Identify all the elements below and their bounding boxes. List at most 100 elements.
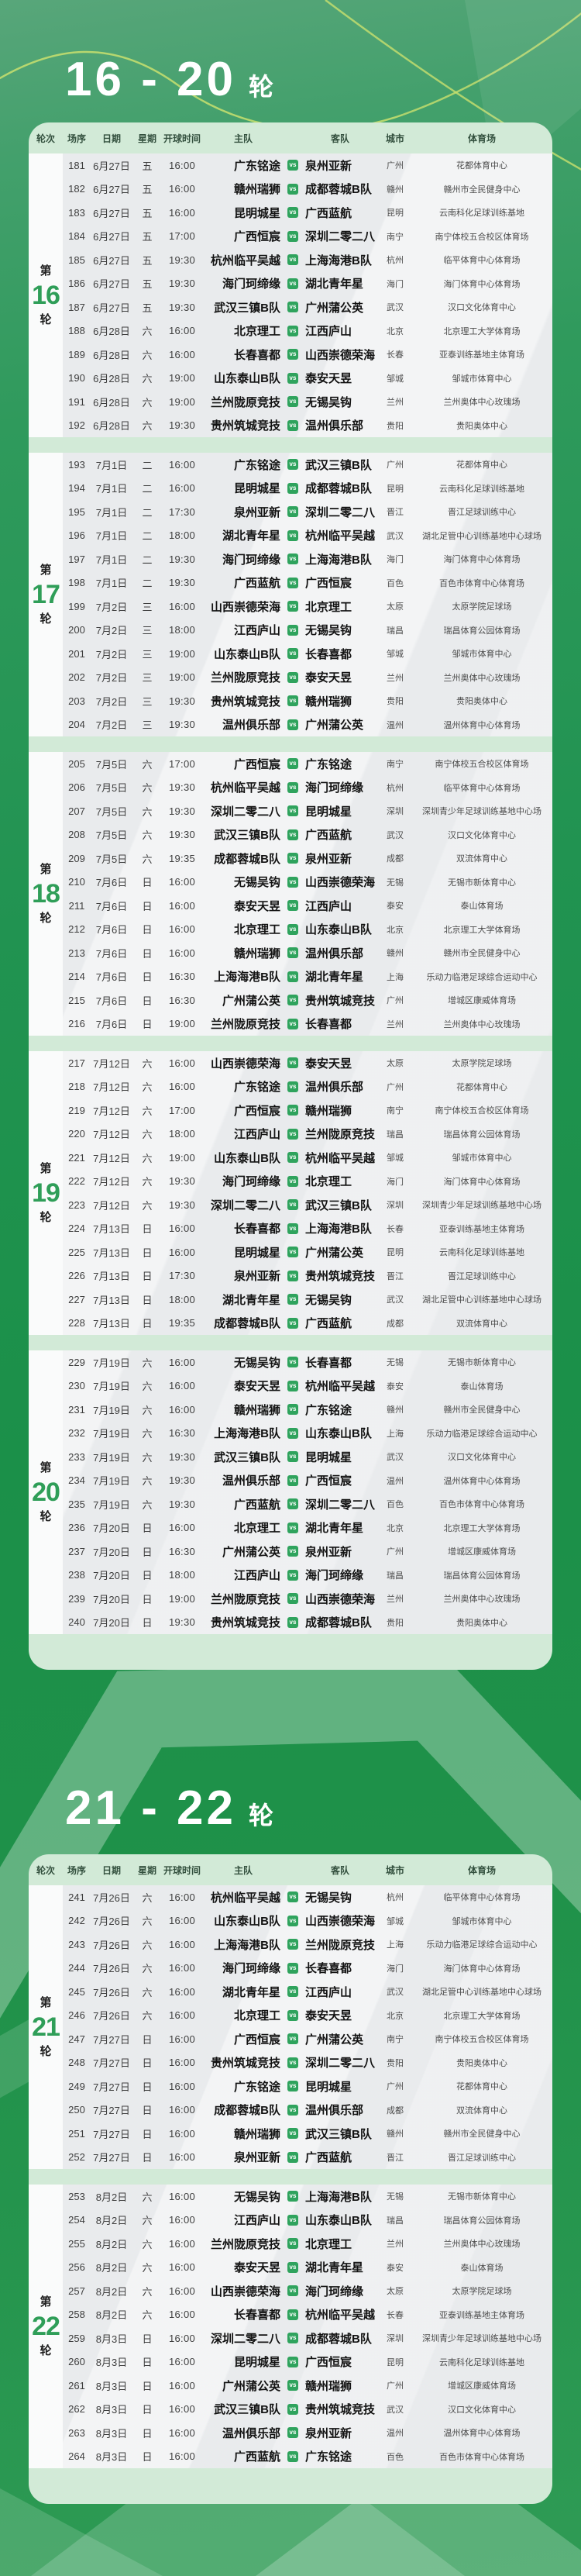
match-no: 199 <box>68 600 85 612</box>
home-team: 泉州亚新 <box>233 1270 280 1284</box>
match-weekday: 六 <box>142 1891 153 1904</box>
vs-badge: vs <box>287 719 298 730</box>
match-date: 7月6日 <box>95 900 128 912</box>
home-team: 广东铭途 <box>233 159 280 173</box>
round-separator <box>29 437 552 453</box>
match-weekday: 三 <box>142 719 153 732</box>
away-team: 上海海港B队 <box>305 553 372 567</box>
match-time: 19:30 <box>168 553 196 565</box>
away-team: 成都蓉城B队 <box>305 183 372 197</box>
match-no: 226 <box>68 1270 85 1282</box>
match-no: 212 <box>68 923 85 936</box>
vs-badge: vs <box>287 325 298 336</box>
vs-badge: vs <box>287 1616 298 1628</box>
match-stadium: 南宁体校五合校区体育场 <box>435 1106 529 1116</box>
match-no: 249 <box>68 2080 85 2092</box>
away-team: 深圳二零二八 <box>305 230 376 244</box>
home-team: 杭州临平吴越 <box>210 1891 280 1905</box>
match-no: 224 <box>68 1222 85 1235</box>
match-stadium: 邹城市体育中心 <box>452 650 512 660</box>
match-weekday: 日 <box>142 2333 153 2345</box>
match-time: 16:00 <box>168 183 196 195</box>
match-stadium: 乐动力临港足球综合运动中心 <box>426 1429 538 1439</box>
home-team: 武汉三镇B队 <box>214 1450 280 1464</box>
match-city: 温州 <box>387 1476 404 1486</box>
match-weekday: 日 <box>142 1546 153 1558</box>
vs-badge: vs <box>287 506 298 518</box>
away-team: 广东铭途 <box>305 757 352 771</box>
match-weekday: 二 <box>142 506 153 519</box>
match-stadium: 北京理工大学体育场 <box>443 2011 521 2021</box>
vs-badge: vs <box>287 1357 298 1368</box>
card-footer <box>29 1634 552 1670</box>
match-weekday: 五 <box>142 207 153 219</box>
match-stadium: 亚泰训练基地主体育场 <box>439 350 524 360</box>
match-stadium: 深圳青少年足球训练基地中心场 <box>422 1201 541 1211</box>
match-no: 234 <box>68 1474 85 1487</box>
match-no: 233 <box>68 1450 85 1463</box>
match-weekday: 二 <box>142 530 153 543</box>
home-team: 昆明城星 <box>233 1246 280 1260</box>
vs-badge: vs <box>287 396 298 408</box>
match-weekday: 日 <box>142 947 153 960</box>
match-row: 219 7月12日 六 17:00 广西恒宸 vs 赣州瑞狮 南宁 南宁体校五合… <box>63 1098 552 1122</box>
vs-badge: vs <box>287 1380 298 1391</box>
match-time: 16:00 <box>168 1081 196 1093</box>
match-date: 7月26日 <box>93 1916 130 1928</box>
match-weekday: 六 <box>142 2285 153 2298</box>
match-row: 241 7月26日 六 16:00 杭州临平吴越 vs 无锡吴钩 杭州 临平体育… <box>63 1885 552 1909</box>
away-team: 杭州临平吴越 <box>305 529 376 543</box>
match-time: 16:00 <box>168 2080 196 2092</box>
away-team: 江西庐山 <box>305 899 352 913</box>
away-team: 湖北青年星 <box>305 971 364 985</box>
match-date: 7月13日 <box>93 1294 130 1306</box>
match-row: 232 7月19日 六 16:30 上海海港B队 vs 山东泰山B队 上海 乐动… <box>63 1422 552 1446</box>
match-weekday: 日 <box>142 971 153 984</box>
match-time: 19:00 <box>168 671 196 684</box>
header-city: 城市 <box>385 133 404 144</box>
match-row: 191 6月28日 六 19:00 兰州陇原竞技 vs 无锡吴钩 兰州 兰州奥体… <box>63 390 552 414</box>
vs-badge: vs <box>287 971 298 982</box>
match-time: 16:00 <box>168 2127 196 2140</box>
match-row: 242 7月26日 六 16:00 山东泰山B队 vs 山西崇德荣海 邹城 邹城… <box>63 1909 552 1933</box>
round-rows: 253 8月2日 六 16:00 无锡吴钩 vs 上海海港B队 无锡 无锡市新体… <box>63 2185 552 2468</box>
match-city: 成都 <box>387 854 404 864</box>
match-time: 16:00 <box>168 2356 196 2368</box>
match-stadium: 贵阳奥体中心 <box>456 421 507 431</box>
match-date: 7月26日 <box>93 1939 130 1951</box>
card-footer <box>29 2468 552 2504</box>
match-date: 8月3日 <box>95 2404 128 2416</box>
match-date: 6月27日 <box>93 254 130 267</box>
vs-badge: vs <box>287 553 298 565</box>
home-team: 江西庐山 <box>233 624 280 638</box>
round-label-prefix: 第 <box>40 1461 52 1474</box>
vs-badge: vs <box>287 1569 298 1581</box>
match-no: 256 <box>68 2261 85 2274</box>
away-team: 长春喜都 <box>305 1018 352 1032</box>
header-kickoff-time: 开球时间 <box>163 133 201 144</box>
match-no: 255 <box>68 2237 85 2250</box>
match-row: 248 7月27日 日 16:00 贵州筑城竞技 vs 深圳二零二八 贵阳 贵阳… <box>63 2051 552 2075</box>
match-no: 225 <box>68 1246 85 1258</box>
home-team: 广东铭途 <box>233 458 280 472</box>
match-row: 216 7月6日 日 19:00 兰州陇原竞技 vs 长春喜都 兰州 兰州奥体中… <box>63 1012 552 1036</box>
match-date: 6月28日 <box>93 420 130 433</box>
vs-badge: vs <box>287 805 298 817</box>
header-home-team: 主队 <box>233 1864 253 1876</box>
match-row: 196 7月1日 二 18:00 湖北青年星 vs 杭州临平吴越 武汉 湖北足管… <box>63 524 552 548</box>
match-weekday: 五 <box>142 231 153 243</box>
round-block: 第 16 轮 181 6月27日 五 16:00 广东铭途 vs 泉州亚新 广州… <box>29 153 552 437</box>
match-weekday: 日 <box>142 1271 153 1283</box>
match-weekday: 六 <box>142 1081 153 1094</box>
match-time: 16:00 <box>168 2104 196 2116</box>
match-weekday: 六 <box>142 2010 153 2023</box>
match-date: 7月26日 <box>93 1986 130 1998</box>
match-row: 205 7月5日 六 17:00 广西恒宸 vs 广东铭途 南宁 南宁体校五合校… <box>63 752 552 776</box>
match-time: 16:00 <box>168 1962 196 1974</box>
match-weekday: 五 <box>142 254 153 267</box>
match-city: 上海 <box>387 972 404 982</box>
match-stadium: 瑞昌体育公园体育场 <box>443 1571 521 1581</box>
match-date: 7月12日 <box>93 1152 130 1164</box>
vs-badge: vs <box>287 2238 298 2250</box>
match-city: 武汉 <box>387 1453 404 1463</box>
